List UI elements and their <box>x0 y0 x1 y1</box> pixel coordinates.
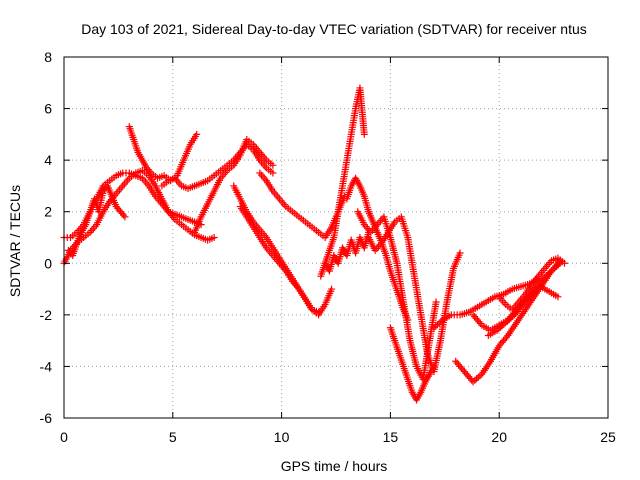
data-series <box>430 275 542 332</box>
chart-title: Day 103 of 2021, Sidereal Day-to-day VTE… <box>81 21 587 37</box>
y-tick-label: 2 <box>44 204 52 220</box>
data-point <box>456 249 464 257</box>
data-point <box>432 298 440 306</box>
data-point-fill <box>526 292 534 300</box>
data-series <box>354 208 440 383</box>
x-tick-label: 25 <box>600 429 616 445</box>
data-point-fill <box>473 375 481 383</box>
data-point-fill <box>537 276 545 284</box>
data-point-fill <box>476 319 484 327</box>
data-point <box>560 259 568 267</box>
points-layer <box>60 84 568 404</box>
data-point <box>360 130 368 138</box>
data-point <box>269 161 277 169</box>
data-point-fill <box>502 333 510 341</box>
data-series <box>64 182 129 260</box>
y-tick-label: -4 <box>40 358 53 374</box>
data-series <box>495 254 568 314</box>
x-tick-label: 15 <box>383 429 399 445</box>
y-tick-label: 4 <box>44 152 52 168</box>
data-series <box>191 136 277 236</box>
data-point <box>554 293 562 301</box>
plot-frame <box>63 56 609 419</box>
data-series <box>365 213 464 376</box>
data-point <box>430 362 438 370</box>
tick-layer: 0 5 10 15 20 25 -6 -4 -2 0 2 4 6 8 <box>40 49 616 445</box>
x-tick-label: 5 <box>169 429 177 445</box>
data-series <box>60 166 218 267</box>
x-tick-label: 20 <box>491 429 507 445</box>
data-series <box>321 84 368 267</box>
x-tick-label: 10 <box>274 429 290 445</box>
data-series <box>386 324 438 404</box>
y-tick-label: 0 <box>44 255 52 271</box>
data-point <box>328 285 336 293</box>
data-point <box>269 169 277 177</box>
data-point <box>210 234 218 241</box>
data-point-fill <box>146 167 154 175</box>
data-point-fill <box>474 373 482 381</box>
y-tick-label: 6 <box>44 101 52 117</box>
y-tick-label: 8 <box>44 49 52 65</box>
data-point <box>315 308 323 316</box>
data-series <box>236 203 323 316</box>
x-axis-label: GPS time / hours <box>281 458 388 474</box>
x-tick-label: 0 <box>60 429 68 445</box>
y-axis-label: SDTVAR / TECUs <box>7 185 23 297</box>
y-tick-label: -2 <box>40 307 53 323</box>
data-point-fill <box>119 211 127 219</box>
data-point <box>121 213 129 221</box>
data-series <box>484 282 562 339</box>
y-tick-label: -6 <box>40 410 53 426</box>
data-point <box>193 130 201 138</box>
